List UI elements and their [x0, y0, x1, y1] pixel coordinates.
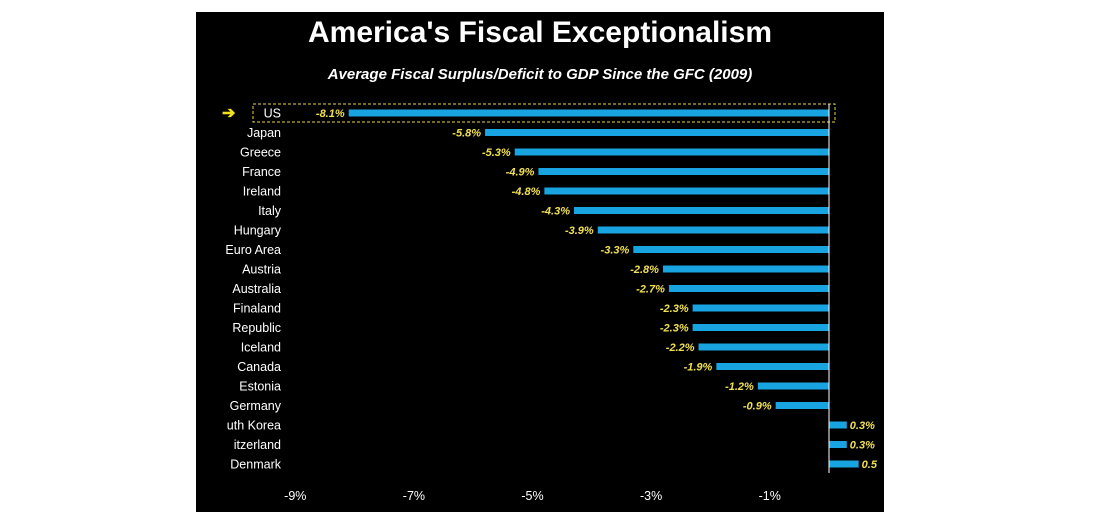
category-label: US: [264, 107, 281, 121]
category-label: Finaland: [233, 302, 281, 316]
bar-canada: [716, 363, 829, 370]
category-label: Austria: [242, 263, 281, 277]
bar-austria: [662, 265, 829, 273]
bar-finaland: [692, 304, 829, 312]
bar-germany: [775, 402, 829, 409]
highlight-box: [252, 103, 836, 123]
bar-japan: [485, 129, 829, 136]
value-label: -1.9%: [684, 362, 713, 374]
bar-ireland: [544, 187, 829, 195]
value-label: 0.3%: [850, 440, 875, 452]
value-label: -3.9%: [565, 225, 594, 237]
bar-australia: [668, 285, 829, 292]
category-label: Denmark: [230, 458, 281, 472]
bar-republic: [692, 324, 829, 331]
value-label: -4.8%: [512, 186, 541, 198]
bar-south-korea: [829, 421, 847, 429]
category-label: France: [242, 165, 281, 179]
arrow-icon: ➔: [222, 105, 236, 122]
bar-denmark: [829, 460, 859, 468]
bar-greece: [514, 148, 829, 156]
value-label: -2.3%: [660, 323, 689, 335]
category-label: Greece: [240, 146, 281, 160]
x-tick-label: -7%: [403, 489, 425, 503]
bar-france: [538, 168, 829, 175]
category-label: Japan: [247, 126, 281, 140]
x-tick-label: -9%: [284, 489, 306, 503]
value-label: -5.8%: [452, 128, 481, 140]
category-label: Canada: [237, 360, 281, 374]
value-label: 0.5: [862, 459, 878, 471]
value-label: -0.9%: [743, 401, 772, 413]
chart-title: America's Fiscal Exceptionalism: [307, 16, 773, 49]
bar-italy: [574, 207, 829, 214]
category-label: Italy: [258, 204, 282, 218]
bar-hungary: [597, 226, 829, 234]
value-label: -2.8%: [630, 264, 659, 276]
category-label: uth Korea: [227, 419, 281, 433]
value-label: -2.3%: [660, 303, 689, 315]
bar-euro-area: [633, 246, 829, 253]
bar-chart: US -8.1% Japan -5.8% Greece -5.3% France -4.9% I…: [222, 103, 878, 503]
category-label: itzerland: [234, 438, 281, 452]
category-label: Republic: [232, 321, 281, 335]
chart-subtitle: Average Fiscal Surplus/Deficit to GDP Si…: [327, 66, 753, 83]
chart-panel: America's Fiscal Exceptionalism Average …: [196, 12, 884, 512]
category-label: Euro Area: [225, 243, 281, 257]
category-label: Ireland: [243, 185, 281, 199]
value-label: -8.1%: [316, 108, 345, 120]
bar-iceland: [698, 343, 829, 351]
x-tick-label: -1%: [759, 489, 781, 503]
category-label: Germany: [230, 399, 282, 413]
value-label: -1.2%: [725, 381, 754, 393]
x-tick-label: -3%: [640, 489, 662, 503]
category-label: Hungary: [234, 224, 282, 238]
category-label: Australia: [232, 282, 281, 296]
category-label: Estonia: [239, 380, 281, 394]
value-label: -2.7%: [636, 284, 665, 296]
value-label: -5.3%: [482, 147, 511, 159]
value-label: 0.3%: [850, 420, 875, 432]
category-label: Iceland: [241, 341, 281, 355]
value-label: -2.2%: [666, 342, 695, 354]
value-label: -3.3%: [601, 245, 630, 257]
value-label: -4.3%: [541, 206, 570, 218]
bar-us: [348, 109, 829, 117]
bar-switzerland: [829, 441, 847, 448]
x-tick-label: -5%: [521, 489, 543, 503]
value-label: -4.9%: [506, 167, 535, 179]
bar-estonia: [757, 382, 829, 390]
